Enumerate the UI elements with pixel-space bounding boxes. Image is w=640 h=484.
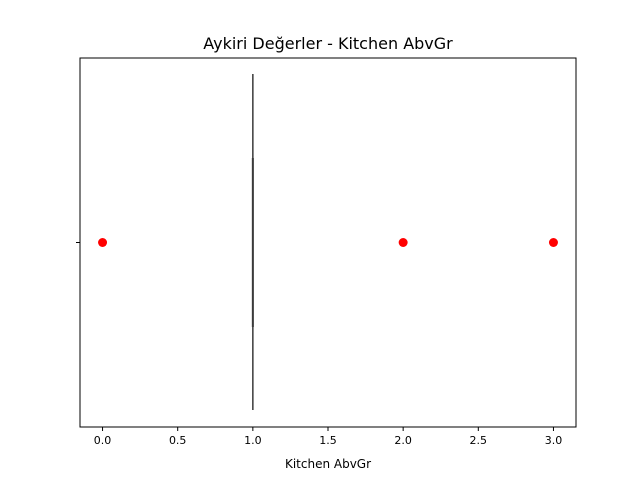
box-group: [251, 74, 254, 410]
x-tick-label: 0.5: [169, 434, 187, 447]
x-tick-label: 1.5: [319, 434, 337, 447]
x-tick-label: 1.0: [244, 434, 262, 447]
outlier-group: [98, 238, 558, 247]
x-tick-label: 2.0: [394, 434, 412, 447]
x-tick-label: 0.0: [94, 434, 112, 447]
outlier-point: [398, 238, 408, 247]
plot-frame: [79, 57, 577, 428]
x-axis: 0.0 0.5 1.0 1.5 2.0 2.5 3.0: [94, 427, 562, 447]
box-body: [251, 158, 254, 327]
x-tick-label: 2.5: [470, 434, 488, 447]
outlier-point: [548, 238, 558, 247]
outlier-point: [98, 238, 108, 247]
chart-title: Aykiri Değerler - Kitchen AbvGr: [203, 34, 453, 53]
x-tick-label: 3.0: [545, 434, 563, 447]
x-axis-label: Kitchen AbvGr: [285, 457, 371, 471]
